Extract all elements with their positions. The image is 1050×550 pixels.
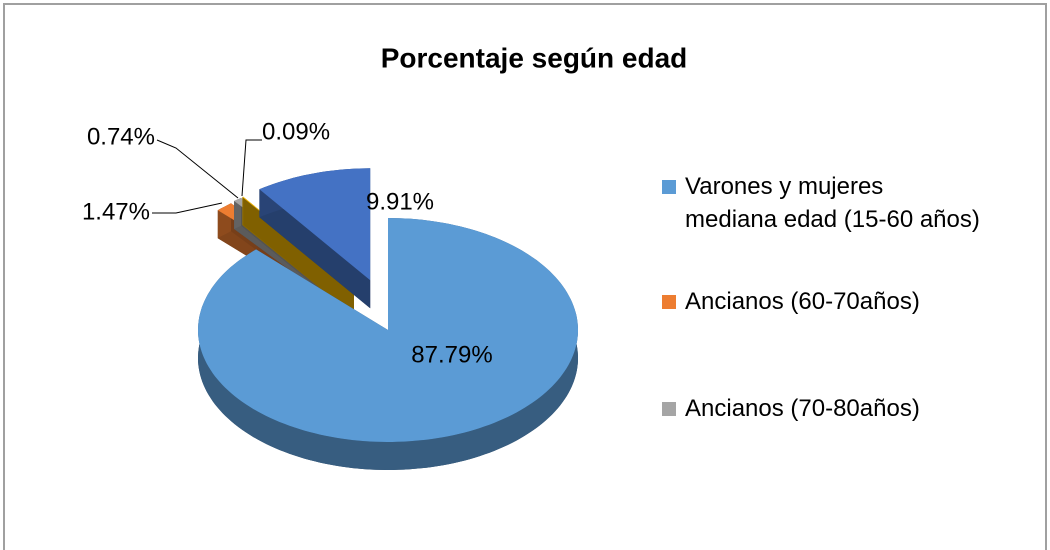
legend-entry: Ancianos (60-70años) xyxy=(662,285,982,318)
data-label: 1.47% xyxy=(82,198,150,225)
pie-slice xyxy=(259,168,371,309)
legend-swatch xyxy=(662,295,676,309)
legend-entry: Ancianos (70-80años) xyxy=(662,392,982,425)
legend-label: Ancianos (60-70años) xyxy=(685,288,920,315)
data-label: 87.79% xyxy=(411,341,492,368)
leader-line xyxy=(241,139,262,197)
legend-entry: Varones y mujeres mediana edad (15-60 añ… xyxy=(662,170,982,236)
slice-top xyxy=(198,218,578,442)
chart-title: Porcentaje según edad xyxy=(381,42,688,73)
data-label: 9.91% xyxy=(366,188,434,215)
legend-label: Ancianos (70-80años) xyxy=(685,395,920,422)
slice-wall xyxy=(259,189,371,309)
legend-label: Varones y mujeres mediana edad (15-60 añ… xyxy=(685,173,980,233)
legend-swatch xyxy=(662,402,676,416)
legend-swatch xyxy=(662,180,676,194)
leader-line xyxy=(156,139,239,199)
slice-side xyxy=(234,197,242,229)
pie-slice xyxy=(198,218,578,470)
slice-top xyxy=(259,168,371,281)
leader-line xyxy=(152,202,223,214)
data-label: 0.09% xyxy=(262,118,330,145)
data-label: 0.74% xyxy=(87,123,155,150)
slice-side xyxy=(242,196,244,226)
